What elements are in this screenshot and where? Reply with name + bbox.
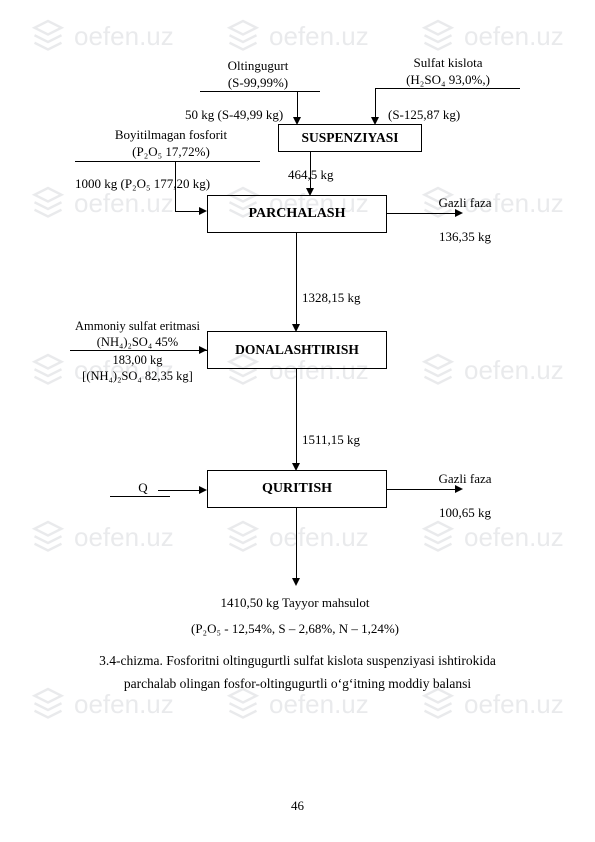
- gaz2: Gazli faza100,65 kg: [420, 471, 510, 522]
- box-donalashtirish: DONALASHTIRISH: [207, 331, 387, 369]
- flow-fosforit: 1000 kg (P₂O₅ 177,20 kg): [75, 176, 260, 193]
- flow-1511: 1511,15 kg: [302, 432, 382, 449]
- product: 1410,50 kg Tayyor mahsulot (P₂O₅ - 12,54…: [130, 590, 460, 642]
- box-quritish: QURITISH: [207, 470, 387, 508]
- box-parchalash: PARCHALASH: [207, 195, 387, 233]
- input-sulfat: Sulfat kislota(H₂SO₄ 93,0%,): [388, 55, 508, 89]
- gaz1: Gazli faza136,35 kg: [420, 195, 510, 246]
- input-oltingugurt: Oltingugurt(S-99,99%): [208, 58, 308, 92]
- flow-sulfat: (S-125,87 kg): [388, 107, 498, 124]
- input-fosforit: Boyitilmagan fosforit(P₂O₅ 17,72%): [96, 127, 246, 161]
- diagram: Oltingugurt(S-99,99%) Sulfat kislota(H₂S…: [0, 0, 595, 842]
- page-number: 46: [0, 798, 595, 814]
- flow-464: 464,5 kg: [288, 167, 358, 184]
- input-heat: Q: [128, 480, 158, 497]
- flow-1328: 1328,15 kg: [302, 290, 382, 307]
- figure-caption: 3.4-chizma. Fosforitni oltingugurtli sul…: [0, 650, 595, 696]
- input-ammoniy: Ammoniy sulfat eritmasi (NH₄)₂SO₄ 45%: [60, 318, 215, 351]
- box-suspenziyasi: SUSPENZIYASI: [278, 124, 422, 152]
